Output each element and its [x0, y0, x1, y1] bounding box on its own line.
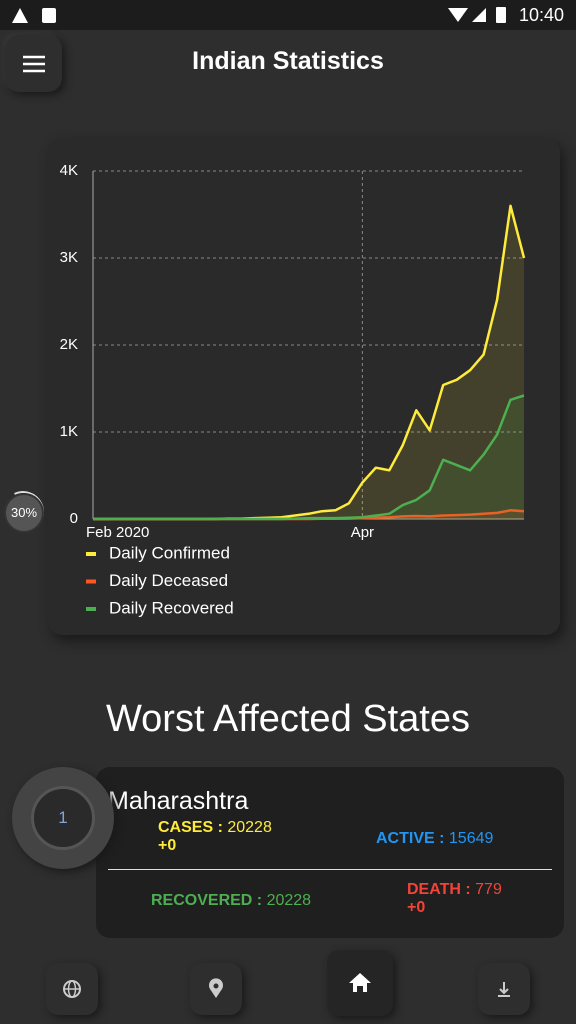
value: 20228: [227, 819, 272, 836]
x-tick-label: Apr: [351, 524, 374, 541]
section-title: Worst Affected States: [105, 698, 470, 740]
cases-stat: CASES : 20228 +0: [158, 819, 272, 855]
series-area: [93, 205, 524, 520]
label: RECOVERED :: [151, 892, 263, 909]
legend-label: Daily Deceased: [109, 571, 228, 590]
nav-download[interactable]: [478, 963, 530, 1015]
globe-icon: [63, 980, 81, 998]
download-icon: [498, 982, 510, 997]
progress-badge: 30%: [4, 493, 44, 533]
nav-location[interactable]: [190, 963, 242, 1015]
recovered-stat: RECOVERED : 20228: [151, 892, 311, 910]
x-tick-label: Feb 2020: [86, 524, 149, 541]
y-tick-label: 2K: [60, 336, 78, 353]
state-name: Maharashtra: [108, 787, 249, 815]
page-title: Indian Statistics: [192, 47, 384, 75]
clock: 10:40: [518, 5, 564, 25]
label: DEATH :: [407, 881, 471, 898]
series-area: [93, 395, 524, 519]
status-icons: [12, 8, 56, 23]
divider: [108, 869, 552, 870]
status-bar: 10:40: [0, 0, 576, 30]
menu-button[interactable]: [5, 35, 62, 92]
state-card[interactable]: Maharashtra CASES : 20228 +0 ACTIVE : 156…: [96, 767, 564, 938]
y-tick-label: 1K: [60, 423, 78, 440]
delta: +0: [407, 899, 426, 916]
legend-label: Daily Recovered: [109, 598, 234, 617]
status-right-icons: [448, 7, 506, 23]
home-icon: [349, 973, 371, 992]
nav-world[interactable]: [46, 963, 98, 1015]
label: CASES :: [158, 819, 223, 836]
delta: +0: [158, 837, 177, 854]
y-tick-label: 4K: [60, 162, 78, 179]
pin-icon: [209, 978, 223, 998]
y-tick-label: 3K: [60, 249, 78, 266]
series-line: [93, 394, 525, 521]
rank: 1: [31, 786, 95, 850]
active-stat: ACTIVE : 15649: [376, 830, 493, 848]
y-tick-label: 0: [70, 510, 78, 527]
label: ACTIVE :: [376, 830, 445, 847]
nav-home[interactable]: [327, 950, 393, 1016]
menu-icon: [23, 55, 45, 73]
death-stat: DEATH : 779 +0: [407, 881, 502, 917]
value: 20228: [266, 892, 312, 909]
value: 15649: [448, 830, 494, 847]
legend-label: Daily Confirmed: [109, 543, 230, 562]
chart-card: 0 1K 2K 3K 4K Feb 2020 Apr Daily Confirmed Daily…: [48, 138, 560, 635]
chart: 0 1K 2K 3K 4K Feb 2020 Apr Daily Confirmed Daily…: [60, 162, 526, 617]
value: 779: [475, 881, 502, 898]
